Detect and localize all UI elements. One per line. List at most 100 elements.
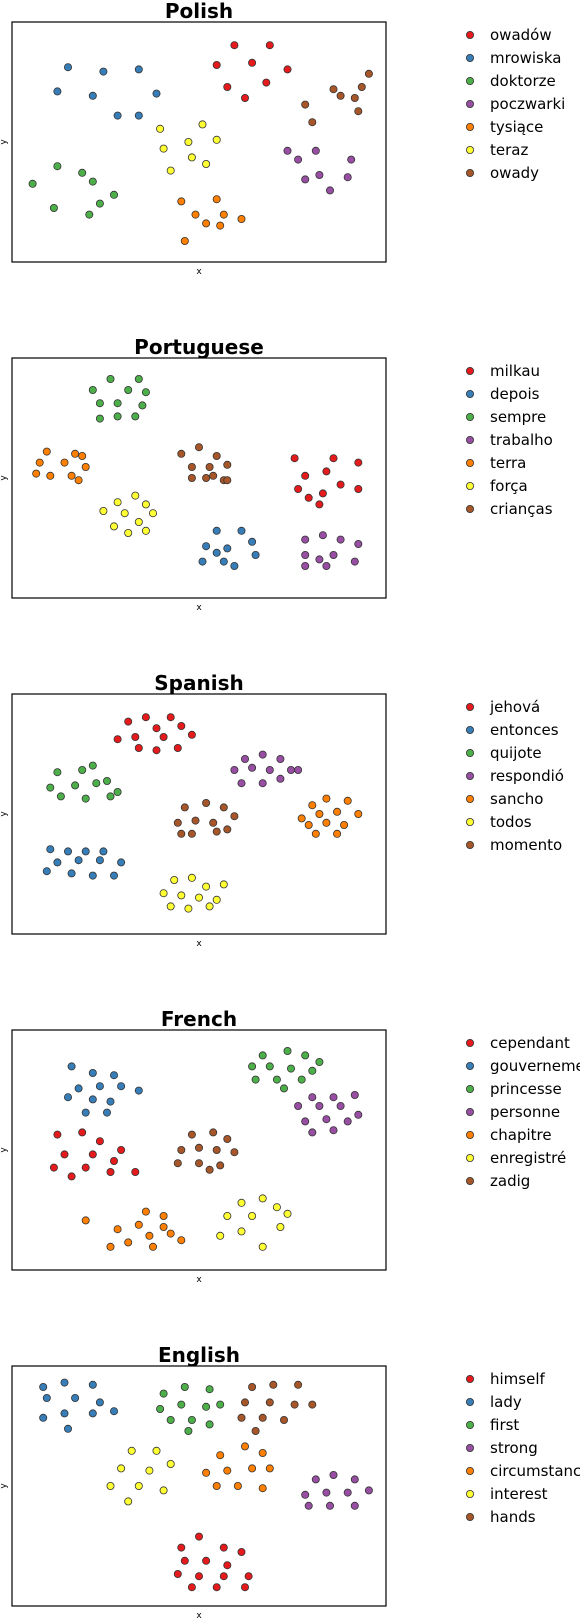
legend-item-milkau: milkau bbox=[465, 362, 540, 380]
data-point bbox=[322, 794, 331, 803]
data-point bbox=[248, 58, 257, 67]
data-point bbox=[240, 755, 249, 764]
data-point bbox=[223, 476, 232, 485]
legend-item-owady: owady bbox=[465, 164, 539, 182]
data-point bbox=[187, 730, 196, 739]
data-point bbox=[354, 484, 363, 493]
legend-label: cependant bbox=[490, 1034, 570, 1052]
data-point bbox=[159, 889, 168, 898]
legend-label: lady bbox=[490, 1393, 522, 1411]
data-point bbox=[64, 1093, 73, 1102]
data-point bbox=[134, 1482, 143, 1491]
data-point bbox=[336, 1102, 345, 1111]
data-point bbox=[354, 458, 363, 467]
data-point bbox=[240, 1398, 249, 1407]
data-point bbox=[347, 155, 356, 164]
data-point bbox=[202, 1556, 211, 1565]
data-point bbox=[187, 153, 196, 162]
legend-label: strong bbox=[490, 1439, 538, 1457]
data-point bbox=[322, 1115, 331, 1124]
data-point bbox=[297, 1075, 306, 1084]
data-point bbox=[88, 1380, 97, 1389]
data-point bbox=[223, 825, 232, 834]
data-point bbox=[354, 540, 363, 549]
series-todos bbox=[159, 873, 228, 913]
legend-item-entonces: entonces bbox=[465, 721, 559, 739]
data-point bbox=[49, 203, 58, 212]
data-point bbox=[286, 1064, 295, 1073]
data-point bbox=[113, 399, 122, 408]
legend-label: interest bbox=[490, 1485, 548, 1503]
data-point bbox=[262, 78, 271, 87]
data-point bbox=[88, 761, 97, 770]
legend-marker bbox=[465, 749, 474, 758]
legend-label: zadig bbox=[490, 1172, 530, 1190]
data-point bbox=[333, 807, 342, 816]
chart-panel-portuguese: Portuguese x y milkau depois sempre trabalho te… bbox=[0, 335, 553, 613]
legend-label: crianças bbox=[490, 500, 553, 518]
data-point bbox=[99, 506, 108, 515]
data-point bbox=[106, 1168, 115, 1177]
data-point bbox=[322, 562, 331, 571]
data-point bbox=[148, 1242, 157, 1251]
data-point bbox=[88, 91, 97, 100]
data-point bbox=[230, 812, 239, 821]
legend-item-tysiace: tysiące bbox=[465, 118, 543, 136]
legend-label: personne bbox=[490, 1103, 560, 1121]
data-point bbox=[265, 1062, 274, 1071]
legend-label: owadów bbox=[490, 26, 552, 44]
data-point bbox=[364, 69, 373, 78]
y-axis-label: y bbox=[0, 139, 9, 145]
chart-title: Polish bbox=[165, 0, 233, 23]
data-point bbox=[219, 1572, 228, 1581]
legend-marker bbox=[465, 1444, 474, 1453]
data-point bbox=[230, 562, 239, 571]
chart-panel-french: French x y cependant gouvernement princesse pe… bbox=[0, 1007, 580, 1285]
legend-marker bbox=[465, 100, 474, 109]
chart-panel-polish: Polish x y owadów mrowiska doktorze poczwarki t… bbox=[0, 0, 565, 277]
data-point bbox=[131, 412, 140, 421]
data-point bbox=[304, 1501, 313, 1510]
chart-panel-english: English x y himself lady first strong circumsta… bbox=[0, 1343, 580, 1621]
data-point bbox=[177, 1236, 186, 1245]
series-criancas bbox=[177, 443, 232, 485]
legend-label: doktorze bbox=[490, 72, 556, 90]
data-point bbox=[110, 1157, 119, 1166]
data-point bbox=[32, 469, 41, 478]
data-point bbox=[248, 1212, 257, 1221]
data-point bbox=[78, 1128, 87, 1137]
data-point bbox=[258, 1413, 267, 1422]
data-point bbox=[315, 555, 324, 564]
series-teraz bbox=[156, 120, 221, 175]
data-point bbox=[95, 1137, 104, 1146]
legend-item-gouvernement: gouvernement bbox=[465, 1057, 580, 1075]
data-point bbox=[71, 781, 80, 790]
data-point bbox=[244, 1572, 253, 1581]
legend-marker bbox=[465, 30, 474, 39]
data-point bbox=[237, 526, 246, 535]
data-point bbox=[258, 1484, 267, 1493]
data-point bbox=[67, 869, 76, 878]
data-point bbox=[294, 155, 303, 164]
data-point bbox=[180, 236, 189, 245]
data-point bbox=[166, 1416, 175, 1425]
data-point bbox=[258, 1449, 267, 1458]
data-point bbox=[88, 1150, 97, 1159]
legend-label: força bbox=[490, 477, 528, 495]
series-entonces bbox=[42, 845, 126, 880]
data-point bbox=[350, 1475, 359, 1484]
series-lady bbox=[39, 1378, 119, 1433]
chart-title: French bbox=[161, 1007, 237, 1031]
y-axis-label: y bbox=[0, 1147, 9, 1153]
data-point bbox=[166, 1229, 175, 1238]
data-point bbox=[42, 867, 51, 876]
data-point bbox=[110, 522, 119, 531]
legend-marker bbox=[465, 1177, 474, 1186]
legend-item-zadig: zadig bbox=[465, 1172, 530, 1190]
data-point bbox=[110, 190, 119, 199]
data-point bbox=[131, 733, 140, 742]
data-point bbox=[336, 535, 345, 544]
series-sancho bbox=[297, 794, 363, 838]
data-point bbox=[124, 1497, 133, 1506]
